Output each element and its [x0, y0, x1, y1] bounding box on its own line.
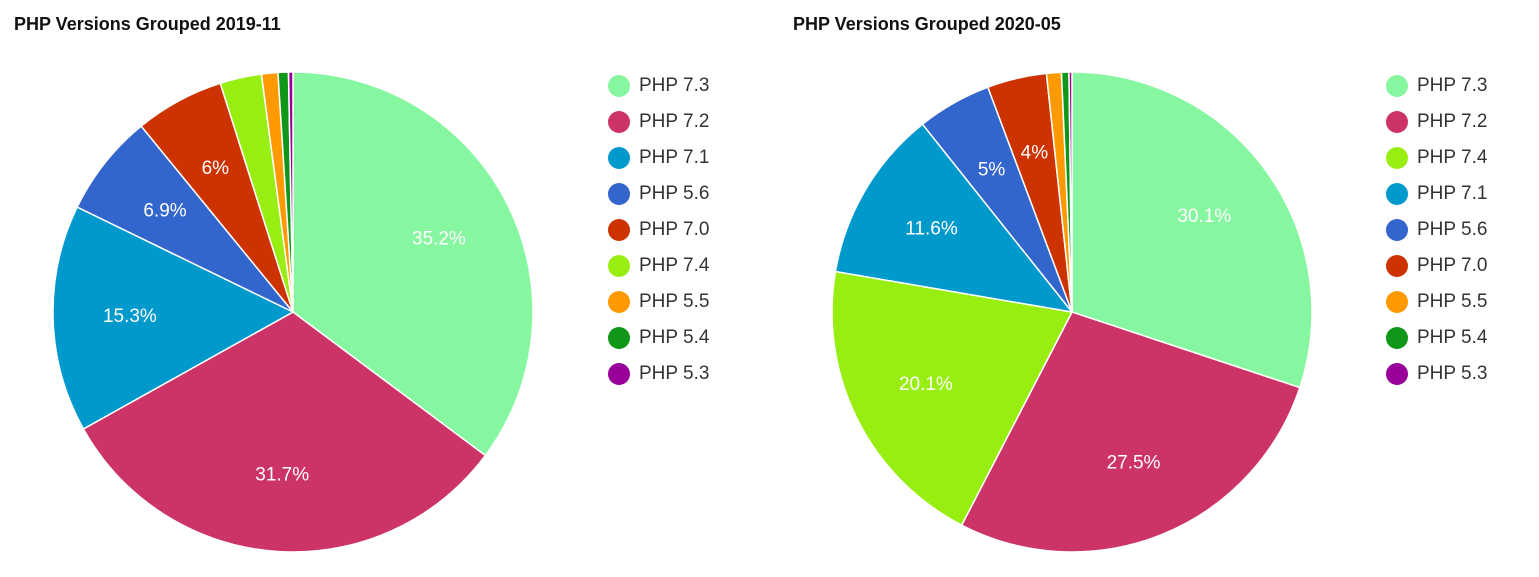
legend-swatch	[608, 183, 630, 205]
legend-swatch	[1386, 291, 1408, 313]
slice-label-php-7-2: 27.5%	[1107, 453, 1161, 474]
pie-slice-php-7-2[interactable]	[960, 311, 1301, 553]
chart-title: PHP Versions Grouped 2020-05	[793, 14, 1061, 34]
chart-legend: PHP 7.3 PHP 7.2 PHP 7.4 PHP 7.1 PHP 5.6 PHP 7…	[1386, 68, 1487, 392]
legend-item-php-5-5[interactable]: PHP 5.5	[1386, 284, 1487, 320]
legend-label: PHP 7.3	[1417, 75, 1488, 96]
legend-label: PHP 7.0	[639, 219, 710, 240]
legend-swatch	[608, 327, 630, 349]
legend-item-php-7-2[interactable]: PHP 7.2	[1386, 104, 1487, 140]
slice-label-php-7-0: 4%	[1021, 143, 1049, 164]
legend-item-php-5-6[interactable]: PHP 5.6	[608, 176, 709, 212]
legend-label: PHP 5.4	[639, 327, 710, 348]
legend-item-php-5-3[interactable]: PHP 5.3	[608, 356, 709, 392]
legend-label: PHP 7.4	[1417, 147, 1488, 168]
chart-panel-2019-11: PHP Versions Grouped 2019-11 35.2% 31.7% 1…	[14, 14, 709, 553]
slice-label-php-7-2: 31.7%	[255, 464, 309, 485]
slice-label-php-7-3: 30.1%	[1177, 206, 1231, 227]
legend-item-php-5-6[interactable]: PHP 5.6	[1386, 212, 1487, 248]
slice-label-php-7-1: 11.6%	[905, 218, 958, 239]
pie-slice-php-7-1[interactable]	[834, 123, 1074, 314]
legend-label: PHP 5.3	[639, 363, 710, 384]
pie-slice-php-5-6[interactable]	[76, 125, 294, 313]
legend-swatch	[1386, 219, 1408, 241]
legend-item-php-7-1[interactable]: PHP 7.1	[608, 140, 709, 176]
pie-slice-php-7-2[interactable]	[82, 311, 487, 553]
legend-label: PHP 5.5	[1417, 291, 1488, 312]
legend-swatch	[608, 75, 630, 97]
chart-title: PHP Versions Grouped 2019-11	[14, 14, 281, 34]
legend-label: PHP 7.2	[1417, 111, 1488, 132]
pie-chart: 30.1% 27.5% 20.1% 11.6% 5% 4%	[831, 71, 1313, 553]
legend-item-php-5-4[interactable]: PHP 5.4	[1386, 320, 1487, 356]
legend-label: PHP 7.1	[1417, 183, 1488, 204]
legend-swatch	[608, 255, 630, 277]
legend-label: PHP 5.5	[639, 291, 710, 312]
legend-label: PHP 5.6	[1417, 219, 1488, 240]
legend-item-php-7-0[interactable]: PHP 7.0	[1386, 248, 1487, 284]
legend-swatch	[1386, 327, 1408, 349]
legend-item-php-5-4[interactable]: PHP 5.4	[608, 320, 709, 356]
legend-item-php-5-5[interactable]: PHP 5.5	[608, 284, 709, 320]
legend-swatch	[608, 291, 630, 313]
pie-chart: 35.2% 31.7% 15.3% 6.9% 6%	[52, 71, 534, 553]
pie-slice-php-7-4[interactable]	[831, 270, 1074, 527]
legend-item-php-7-4[interactable]: PHP 7.4	[608, 248, 709, 284]
legend-item-php-7-1[interactable]: PHP 7.1	[1386, 176, 1487, 212]
slice-label-php-5-6: 6.9%	[143, 200, 186, 221]
legend-swatch	[1386, 147, 1408, 169]
pie-slice-php-7-3[interactable]	[292, 71, 534, 457]
legend-label: PHP 7.0	[1417, 255, 1488, 276]
slice-label-php-7-4: 20.1%	[899, 374, 953, 395]
legend-item-php-7-3[interactable]: PHP 7.3	[1386, 68, 1487, 104]
slice-label-php-7-3: 35.2%	[412, 228, 466, 249]
legend-item-php-7-0[interactable]: PHP 7.0	[608, 212, 709, 248]
pie-slice-php-5-3[interactable]	[1068, 71, 1073, 313]
legend-item-php-7-2[interactable]: PHP 7.2	[608, 104, 709, 140]
slice-label-php-7-1: 15.3%	[103, 306, 157, 327]
legend-label: PHP 7.2	[639, 111, 710, 132]
chart-panel-2020-05: PHP Versions Grouped 2020-05 30.1% 27.5% 2…	[780, 0, 1539, 577]
pie-slice-php-5-3[interactable]	[287, 71, 294, 313]
legend-item-php-7-4[interactable]: PHP 7.4	[1386, 140, 1487, 176]
legend-swatch	[608, 219, 630, 241]
slice-label-php-5-6: 5%	[978, 160, 1006, 181]
chart-legend: PHP 7.3 PHP 7.2 PHP 7.1 PHP 5.6 PHP 7.0 PHP 7…	[608, 68, 709, 392]
legend-label: PHP 7.3	[639, 75, 710, 96]
legend-swatch	[1386, 255, 1408, 277]
pie-slice-php-7-3[interactable]	[1071, 71, 1313, 389]
slice-label-php-7-0: 6%	[202, 158, 230, 179]
pie-slice-php-7-1[interactable]	[52, 206, 295, 430]
legend-label: PHP 5.6	[639, 183, 710, 204]
legend-swatch	[1386, 363, 1408, 385]
legend-label: PHP 5.3	[1417, 363, 1488, 384]
legend-item-php-5-3[interactable]: PHP 5.3	[1386, 356, 1487, 392]
legend-item-php-7-3[interactable]: PHP 7.3	[608, 68, 709, 104]
legend-label: PHP 7.1	[639, 147, 710, 168]
legend-swatch	[1386, 75, 1408, 97]
legend-swatch	[1386, 111, 1408, 133]
legend-label: PHP 5.4	[1417, 327, 1488, 348]
legend-swatch	[608, 147, 630, 169]
legend-label: PHP 7.4	[639, 255, 710, 276]
legend-swatch	[1386, 183, 1408, 205]
legend-swatch	[608, 363, 630, 385]
legend-swatch	[608, 111, 630, 133]
